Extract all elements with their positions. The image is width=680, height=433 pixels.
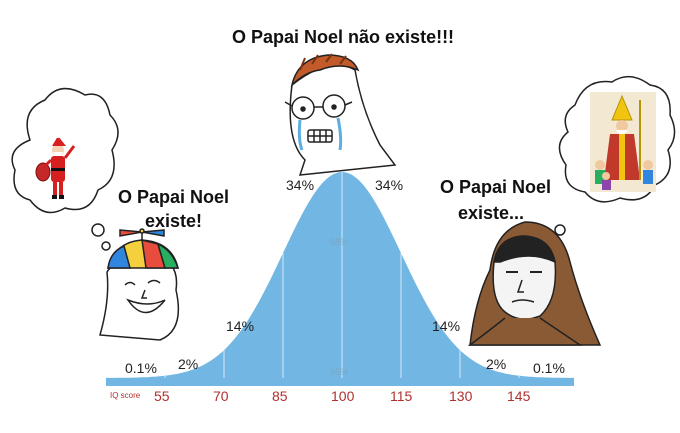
iq-score-label: IQ score [110,391,141,400]
crying-wojak [284,53,397,176]
left-caption-line1: O Papai Noel [118,187,230,207]
pct-right-2: 2% [486,356,507,372]
pct-left-14: 14% [226,318,255,334]
sd-divider-lines [164,172,520,378]
tick-100: 100 [331,388,355,404]
propeller-wojak [99,228,180,341]
pct-left-01: 0.1% [125,360,157,376]
right-caption-line2: existe... [458,203,525,223]
left-caption-line2: existe! [145,211,203,231]
tick-130: 130 [449,388,473,404]
pct-left-2: 2% [178,356,199,372]
pct-left-34: 34% [286,177,315,193]
tick-70: 70 [213,388,229,404]
saint-nicholas-icon [590,92,656,192]
bell-curve-area [106,172,574,378]
pct-right-01: 0.1% [533,360,565,376]
tick-55: 55 [154,388,170,404]
inner-label-95: 95% [330,367,349,377]
pct-right-34: 34% [375,177,404,193]
axis-bar [106,378,574,386]
hooded-wojak [467,221,602,346]
tick-115: 115 [390,388,413,404]
left-thought-bubble [11,87,119,251]
top-caption: O Papai Noel não existe!!! [232,27,455,47]
tick-145: 145 [507,388,531,404]
right-caption-line1: O Papai Noel [440,177,552,197]
tick-85: 85 [272,388,288,404]
inner-label-68: 68% [330,237,349,247]
santa-icon [35,134,76,199]
pct-right-14: 14% [432,318,461,334]
